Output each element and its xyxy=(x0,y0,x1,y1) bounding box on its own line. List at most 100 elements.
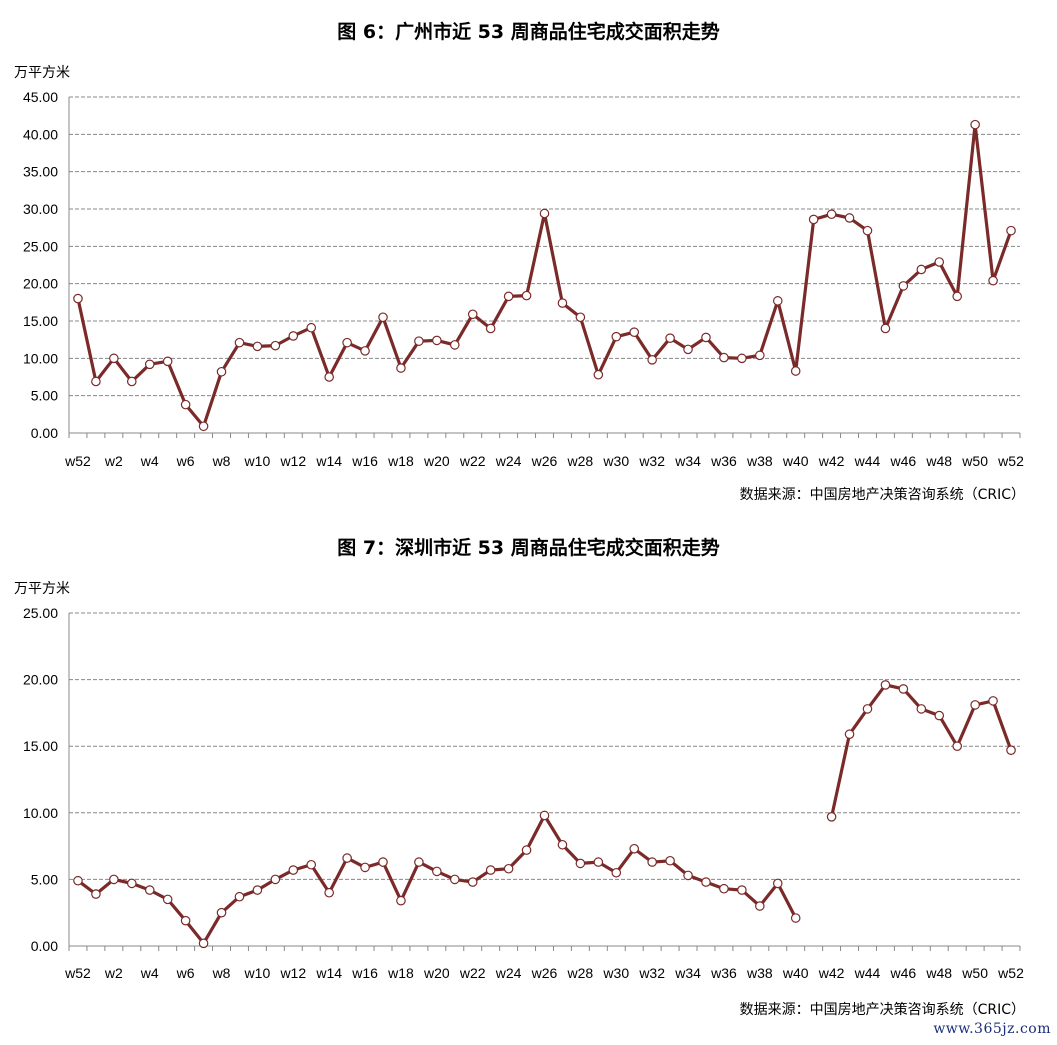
chart-title-guangzhou: 图 6：广州市近 53 周商品住宅成交面积走势 xyxy=(337,21,720,43)
gz-data-point xyxy=(755,350,765,361)
sz-data-point xyxy=(485,865,496,875)
sz-data-point xyxy=(503,863,514,874)
gz-y-tick-label: 35.00 xyxy=(23,164,58,180)
sz-data-point xyxy=(934,710,945,721)
sz-x-tick-label: w32 xyxy=(638,965,665,981)
gz-data-point xyxy=(808,214,819,225)
gz-data-point xyxy=(988,275,998,286)
sz-data-point xyxy=(898,684,909,694)
sz-x-tick-label: w46 xyxy=(890,965,917,981)
gz-data-point xyxy=(934,257,945,267)
gz-data-point xyxy=(719,352,729,363)
sz-data-point xyxy=(683,870,693,881)
gz-x-tick-label: w44 xyxy=(854,453,881,469)
gz-y-tick-label: 45.00 xyxy=(23,89,58,105)
gz-data-point xyxy=(91,376,101,387)
sz-data-point xyxy=(970,700,980,710)
gz-data-point xyxy=(557,298,568,308)
gz-x-tick-label: w50 xyxy=(961,453,988,469)
sz-data-point xyxy=(91,889,101,899)
gz-data-point xyxy=(378,312,388,323)
sz-data-point xyxy=(988,696,998,706)
sz-data-point xyxy=(414,857,424,867)
sz-data-point xyxy=(755,901,765,911)
sz-data-point xyxy=(539,810,550,821)
gz-data-point xyxy=(198,421,209,432)
sz-data-point xyxy=(844,729,855,740)
gz-data-point xyxy=(611,331,622,342)
gz-data-point xyxy=(737,353,747,364)
gz-data-point xyxy=(342,337,352,348)
gz-data-point xyxy=(790,366,801,376)
sz-x-tick-label: w50 xyxy=(961,965,988,981)
sz-x-tick-label: w20 xyxy=(423,965,450,981)
sz-x-tick-label: w52 xyxy=(997,965,1024,981)
sz-y-tick-label: 5.00 xyxy=(31,871,58,887)
gz-series-line xyxy=(76,122,1013,428)
gz-data-point xyxy=(862,225,873,236)
gz-data-point xyxy=(575,312,586,323)
gz-data-point xyxy=(880,323,891,334)
sz-data-point xyxy=(270,874,281,885)
sz-data-point xyxy=(144,885,155,895)
sz-data-point xyxy=(252,885,263,895)
gz-y-tick-label: 10.00 xyxy=(23,350,58,366)
sz-data-point xyxy=(701,877,711,887)
sz-x-tick-label: w4 xyxy=(140,965,159,981)
gz-x-tick-label: w36 xyxy=(710,453,737,469)
sz-x-tick-label: w40 xyxy=(782,965,809,981)
sz-data-point xyxy=(127,878,137,889)
gz-data-point xyxy=(1006,225,1016,236)
sz-data-point xyxy=(719,883,729,894)
gz-data-point xyxy=(521,290,532,301)
sz-data-point xyxy=(952,741,962,751)
sz-x-tick-label: w30 xyxy=(602,965,629,981)
gz-data-point xyxy=(180,399,191,410)
sz-x-tick-label: w26 xyxy=(531,965,558,981)
sz-y-tick-label: 10.00 xyxy=(23,805,58,821)
sz-data-point xyxy=(593,857,604,867)
gz-data-point xyxy=(485,323,496,334)
sz-y-tick-label: 15.00 xyxy=(23,738,58,754)
gz-x-tick-label: w14 xyxy=(315,453,342,469)
gz-x-tick-label: w6 xyxy=(176,453,195,469)
sz-data-point xyxy=(432,866,442,877)
sz-data-point xyxy=(557,839,568,850)
sz-data-point xyxy=(360,862,370,873)
gz-data-point xyxy=(701,332,711,343)
sz-data-point xyxy=(198,938,209,949)
gz-data-point xyxy=(593,369,604,380)
sz-x-tick-label: w16 xyxy=(351,965,378,981)
sz-x-tick-label: w22 xyxy=(459,965,486,981)
sz-x-tick-label: w2 xyxy=(104,965,123,981)
gz-data-point xyxy=(503,291,514,302)
gz-data-point xyxy=(234,337,245,348)
sz-y-tick-label: 0.00 xyxy=(31,938,58,954)
gz-data-point xyxy=(216,366,227,377)
gz-x-tick-label: w34 xyxy=(674,453,701,469)
sz-x-tick-label: w10 xyxy=(244,965,271,981)
gz-x-tick-label: w32 xyxy=(638,453,665,469)
sz-data-point xyxy=(880,680,891,690)
chart-title-shenzhen: 图 7：深圳市近 53 周商品住宅成交面积走势 xyxy=(337,537,720,559)
gz-x-tick-label: w28 xyxy=(567,453,594,469)
gz-x-tick-label: w10 xyxy=(244,453,271,469)
gz-data-point xyxy=(414,336,424,346)
sz-data-point xyxy=(916,704,927,714)
sz-data-point xyxy=(180,915,191,926)
gz-data-point xyxy=(683,344,693,355)
sz-data-point xyxy=(862,704,873,714)
gz-data-point xyxy=(270,340,281,351)
gz-x-tick-label: w38 xyxy=(746,453,773,469)
gz-y-tick-label: 15.00 xyxy=(23,313,58,329)
sz-data-point xyxy=(109,874,119,885)
gz-x-tick-label: w46 xyxy=(890,453,917,469)
source-note-shenzhen: 数据来源：中国房地产决策咨询系统（CRIC） xyxy=(739,1002,1025,1018)
sz-x-tick-label: w36 xyxy=(710,965,737,981)
sz-x-tick-label: w48 xyxy=(925,965,952,981)
sz-data-point xyxy=(324,887,334,898)
source-note-guangzhou: 数据来源：中国房地产决策咨询系统（CRIC） xyxy=(739,487,1025,503)
gz-y-tick-label: 40.00 xyxy=(23,126,58,142)
sz-x-tick-label: w28 xyxy=(567,965,594,981)
sz-data-point xyxy=(737,885,747,895)
